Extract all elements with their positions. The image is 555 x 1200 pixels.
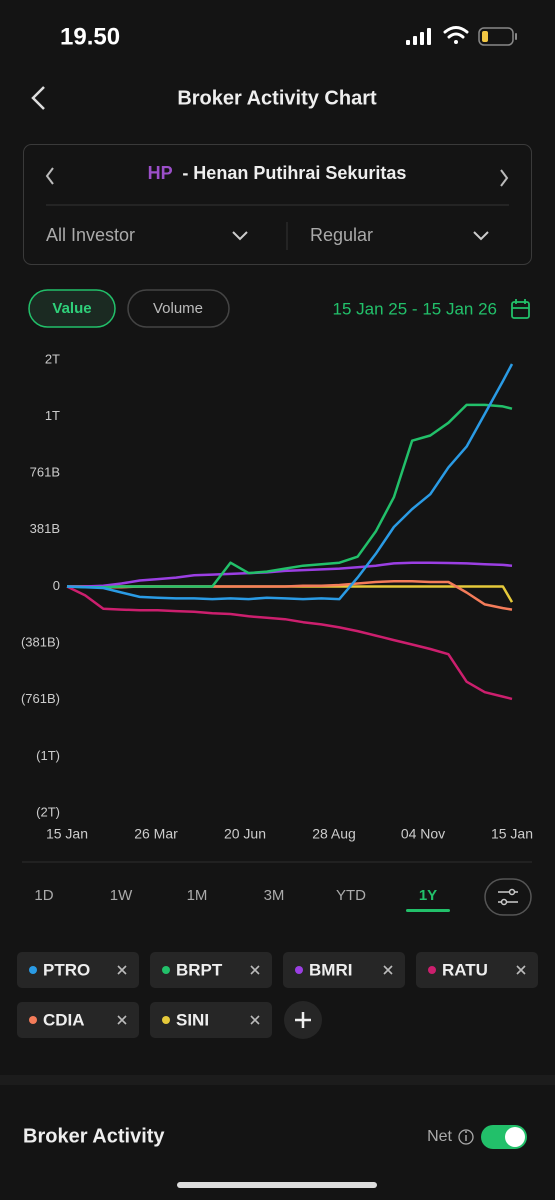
y-tick-label: 0 [53, 578, 60, 593]
chip-remove[interactable] [250, 965, 260, 975]
y-tick-label: 1T [45, 408, 60, 423]
stock-chip[interactable]: RATU [416, 952, 538, 988]
home-indicator [177, 1182, 377, 1188]
chip-color-dot [162, 966, 170, 974]
broker-card [23, 144, 532, 265]
stock-chip[interactable]: SINI [150, 1002, 272, 1038]
value-tab[interactable] [28, 289, 116, 328]
broker-label[interactable]: HP - Henan Putihrai Sekuritas [148, 163, 407, 183]
volume-tab-label: Volume [153, 300, 203, 317]
y-tick-label: (2T) [36, 804, 60, 819]
chip-label: CDIA [43, 1010, 85, 1029]
stock-chip[interactable]: PTRO [17, 952, 139, 988]
y-tick-label: 381B [30, 521, 60, 536]
chip-remove[interactable] [250, 1015, 260, 1025]
chip-label: BRPT [176, 960, 223, 979]
chip-background [150, 952, 272, 988]
stock-chip[interactable]: BRPT [150, 952, 272, 988]
date-range[interactable]: 15 Jan 25 - 15 Jan 26 [333, 299, 497, 318]
period-button[interactable]: 1W [110, 887, 133, 904]
chip-label: PTRO [43, 960, 90, 979]
period-selector: 1D 1W 1M 3M YTD 1Y [34, 887, 450, 912]
info-icon[interactable] [458, 1129, 474, 1145]
chip-remove[interactable] [117, 965, 127, 975]
battery-icon [478, 27, 517, 46]
chip-background [416, 952, 538, 988]
chip-remove[interactable] [117, 1015, 127, 1025]
x-tick-label: 15 Jan [46, 826, 88, 842]
chip-color-dot [29, 966, 37, 974]
broker-code: HP [148, 163, 173, 183]
y-tick-label: 2T [45, 351, 60, 366]
volume-tab[interactable] [127, 289, 230, 328]
market-dropdown-icon [473, 231, 489, 241]
status-time: 19.50 [60, 23, 120, 50]
back-button[interactable] [31, 86, 45, 110]
period-underline [406, 909, 450, 912]
series-line [67, 561, 513, 588]
x-tick-label: 15 Jan [491, 826, 533, 842]
chip-background [17, 952, 139, 988]
x-tick-label: 26 Mar [134, 826, 178, 842]
value-tab-label: Value [52, 300, 91, 317]
calendar-icon[interactable] [511, 299, 530, 319]
y-tick-label: (381B) [21, 635, 60, 650]
chip-label: BMRI [309, 960, 352, 979]
period-button[interactable]: 1Y [419, 887, 437, 904]
section-separator [0, 1075, 555, 1085]
chip-remove[interactable] [383, 965, 393, 975]
signal-icon [406, 28, 431, 45]
investor-dropdown-icon [232, 231, 248, 241]
stock-chip[interactable]: CDIA [17, 1002, 139, 1038]
market-filter[interactable]: Regular [310, 225, 373, 245]
investor-filter[interactable]: All Investor [46, 225, 135, 245]
broker-name: - Henan Putihrai Sekuritas [182, 163, 406, 183]
y-tick-label: (1T) [36, 748, 60, 763]
net-toggle[interactable] [481, 1125, 527, 1149]
x-tick-label: 28 Aug [312, 826, 356, 842]
period-button[interactable]: YTD [336, 887, 366, 904]
wifi-icon [443, 26, 469, 44]
chip-label: RATU [442, 960, 488, 979]
period-button[interactable]: 1M [187, 887, 208, 904]
chip-background [17, 1002, 139, 1038]
x-tick-label: 20 Jun [224, 826, 266, 842]
y-tick-label: (761B) [21, 691, 60, 706]
settings-button[interactable] [484, 878, 532, 916]
chip-color-dot [295, 966, 303, 974]
chip-label: SINI [176, 1010, 209, 1029]
chip-color-dot [29, 1016, 37, 1024]
period-button[interactable]: 3M [264, 887, 285, 904]
x-tick-label: 04 Nov [401, 826, 445, 842]
chip-color-dot [162, 1016, 170, 1024]
header-title: Broker Activity Chart [177, 87, 377, 109]
series-line [66, 585, 513, 701]
y-tick-label: 761B [30, 465, 60, 480]
series-line [66, 403, 513, 589]
chart: 2T 1T 761B 381B 0 (381B) (761B) (1T) (2T) 15 Jan 2… [21, 351, 533, 841]
prev-broker[interactable] [45, 167, 54, 185]
add-stock-button[interactable] [284, 1001, 322, 1039]
toggle-label: Net [427, 1128, 452, 1145]
chip-remove[interactable] [516, 965, 526, 975]
period-button[interactable]: 1D [34, 887, 53, 904]
next-broker[interactable] [500, 169, 509, 187]
stock-chip[interactable]: BMRI [283, 952, 405, 988]
series-line [66, 363, 514, 601]
section-title: Broker Activity [23, 1125, 165, 1147]
chip-background [150, 1002, 272, 1038]
stock-chips: PTRO BRPT BMRI RATU CDIA SINI [17, 952, 538, 1038]
chip-color-dot [428, 966, 436, 974]
chip-background [283, 952, 405, 988]
